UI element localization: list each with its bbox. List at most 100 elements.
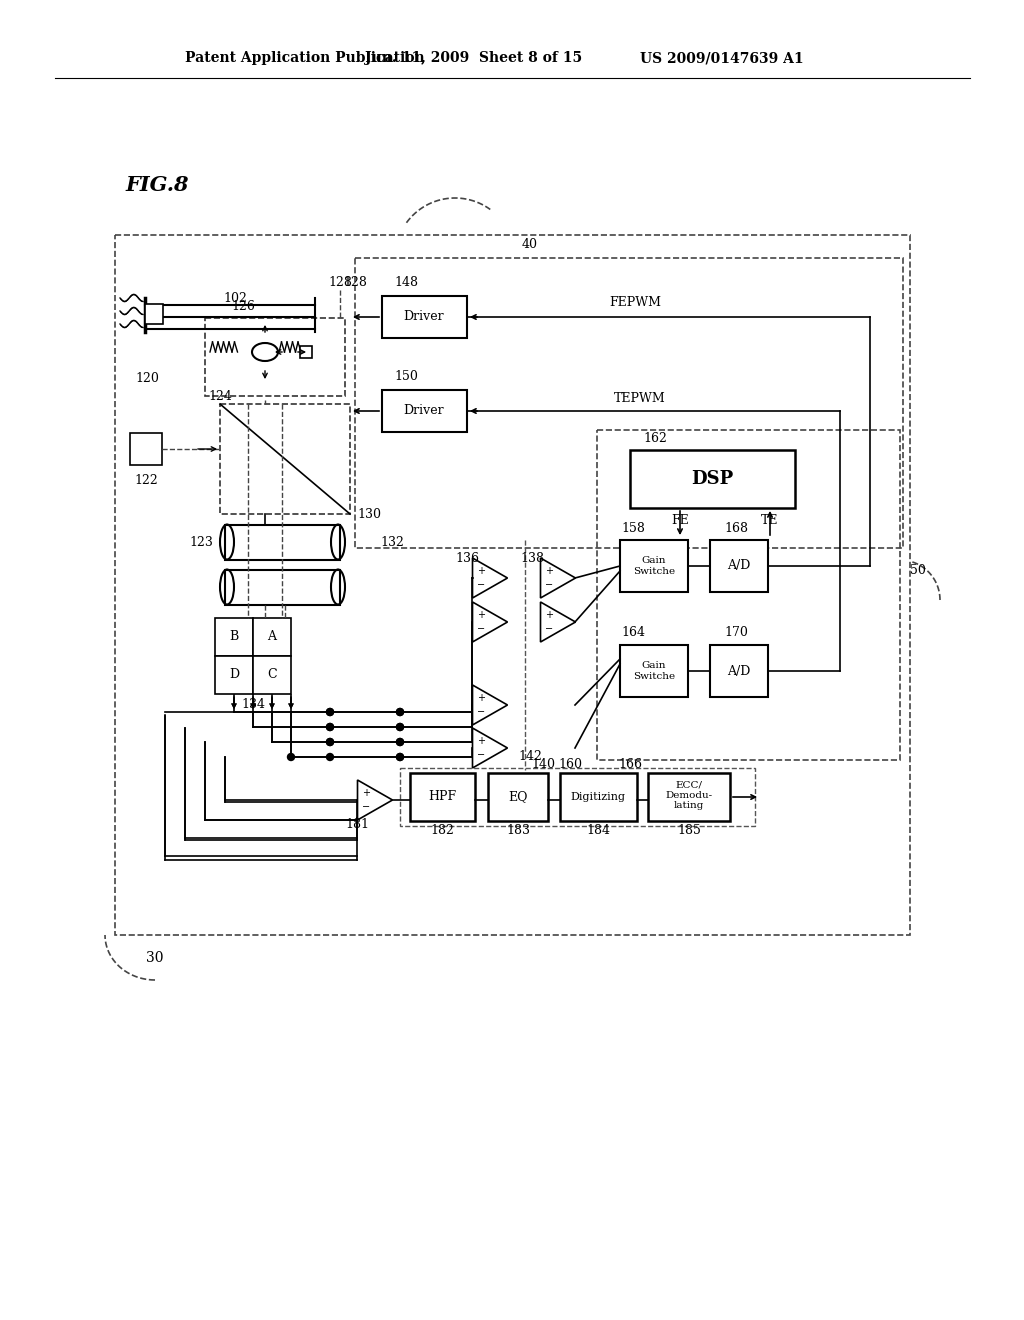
Text: 185: 185	[677, 824, 701, 837]
Bar	[382, 296, 467, 338]
Text: 130: 130	[357, 507, 381, 520]
Text: 30: 30	[146, 950, 164, 965]
Text: Digitizing: Digitizing	[570, 792, 626, 803]
Text: 128: 128	[343, 276, 367, 289]
Bar	[225, 525, 340, 560]
Circle shape	[327, 738, 334, 746]
Text: Driver: Driver	[403, 310, 444, 323]
Bar	[205, 318, 345, 396]
Text: +: +	[477, 735, 485, 746]
Bar	[597, 430, 900, 760]
Text: 102: 102	[223, 292, 247, 305]
Text: 183: 183	[506, 824, 530, 837]
Text: −: −	[477, 750, 485, 760]
Text: EQ: EQ	[508, 791, 527, 804]
Circle shape	[396, 738, 403, 746]
Circle shape	[327, 723, 334, 730]
Text: A/D: A/D	[727, 560, 751, 573]
Text: 184: 184	[586, 824, 610, 837]
Text: 128: 128	[328, 276, 352, 289]
Text: 181: 181	[345, 818, 369, 832]
Bar	[410, 774, 475, 821]
Text: ECC/
Demodu-
lating: ECC/ Demodu- lating	[666, 780, 713, 810]
Bar	[382, 389, 467, 432]
Bar	[648, 774, 730, 821]
Circle shape	[396, 754, 403, 760]
Bar	[220, 404, 350, 513]
Text: 158: 158	[622, 521, 645, 535]
Circle shape	[396, 738, 403, 746]
Text: 160: 160	[558, 759, 582, 771]
Text: 126: 126	[231, 301, 255, 314]
Bar	[560, 774, 637, 821]
Text: −: −	[545, 624, 553, 634]
Bar	[225, 570, 340, 605]
Text: +: +	[362, 788, 371, 797]
Text: +: +	[477, 693, 485, 702]
Text: 138: 138	[520, 552, 544, 565]
Bar	[300, 346, 312, 358]
Text: 164: 164	[621, 627, 645, 639]
Text: +: +	[477, 566, 485, 576]
Circle shape	[288, 754, 295, 760]
Circle shape	[327, 709, 334, 715]
Circle shape	[396, 709, 403, 715]
Text: A: A	[267, 631, 276, 644]
Text: A/D: A/D	[727, 664, 751, 677]
Circle shape	[327, 754, 334, 760]
Bar	[215, 618, 253, 656]
Text: Patent Application Publication: Patent Application Publication	[185, 51, 425, 65]
Text: 120: 120	[135, 371, 159, 384]
Bar	[115, 235, 910, 935]
Text: US 2009/0147639 A1: US 2009/0147639 A1	[640, 51, 804, 65]
Text: 148: 148	[394, 276, 418, 289]
Text: B: B	[229, 631, 239, 644]
Text: 136: 136	[455, 552, 479, 565]
Circle shape	[396, 723, 403, 730]
Text: −: −	[545, 581, 553, 590]
Text: 150: 150	[394, 371, 418, 384]
Text: Gain
Switche: Gain Switche	[633, 661, 675, 681]
Text: −: −	[362, 803, 371, 812]
Bar	[355, 257, 903, 548]
Text: 140: 140	[531, 759, 555, 771]
Text: FIG.8: FIG.8	[125, 176, 188, 195]
Text: −: −	[477, 581, 485, 590]
Circle shape	[327, 709, 334, 715]
Text: Jun. 11, 2009  Sheet 8 of 15: Jun. 11, 2009 Sheet 8 of 15	[365, 51, 582, 65]
Text: 122: 122	[134, 474, 158, 487]
Bar	[253, 618, 291, 656]
Text: FEPWM: FEPWM	[609, 297, 662, 309]
Text: +: +	[477, 610, 485, 620]
Text: 134: 134	[241, 697, 265, 710]
Circle shape	[396, 754, 403, 760]
Text: 182: 182	[430, 824, 454, 837]
Text: 162: 162	[643, 432, 667, 445]
Text: 168: 168	[724, 521, 748, 535]
Text: C: C	[267, 668, 276, 681]
Text: 40: 40	[522, 239, 538, 252]
Text: −: −	[477, 624, 485, 634]
Text: 166: 166	[618, 759, 642, 771]
Bar	[253, 656, 291, 694]
Text: 170: 170	[724, 627, 748, 639]
Bar	[145, 304, 163, 323]
Text: DSP: DSP	[691, 470, 733, 488]
Text: 132: 132	[380, 536, 403, 549]
Bar	[620, 540, 688, 591]
Bar	[620, 645, 688, 697]
Text: 123: 123	[189, 536, 213, 549]
Text: Driver: Driver	[403, 404, 444, 417]
Text: HPF: HPF	[428, 791, 456, 804]
Text: FE: FE	[671, 513, 689, 527]
Circle shape	[396, 723, 403, 730]
Bar	[710, 540, 768, 591]
Text: −: −	[477, 708, 485, 717]
Circle shape	[327, 738, 334, 746]
Text: D: D	[229, 668, 239, 681]
Text: TE: TE	[761, 513, 778, 527]
Text: +: +	[545, 566, 553, 576]
Text: 142: 142	[518, 751, 542, 763]
Bar	[488, 774, 548, 821]
Text: TEPWM: TEPWM	[614, 392, 666, 404]
